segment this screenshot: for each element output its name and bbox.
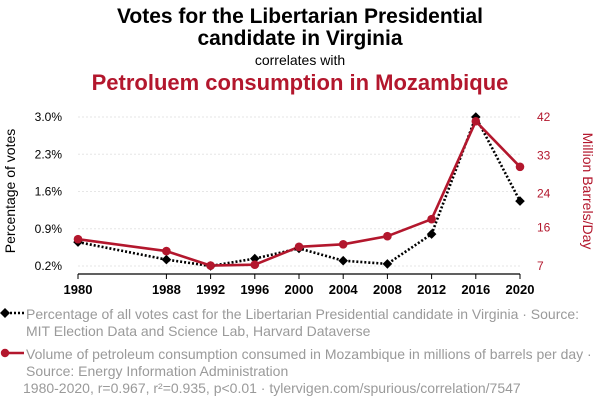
y-left-tick-label: 2.3%	[35, 147, 63, 161]
data-point-petroleum	[383, 231, 392, 241]
data-point-petroleum	[427, 214, 436, 224]
data-point-petroleum	[338, 239, 348, 249]
data-point-petroleum	[73, 234, 83, 244]
y-left-tick-label: 0.2%	[35, 259, 63, 273]
chart-connector-text: correlates with	[255, 52, 345, 68]
x-tick-label: 2020	[506, 282, 535, 297]
data-point-petroleum	[294, 242, 304, 252]
legend-marker-petroleum	[0, 348, 24, 358]
y-right-axis-label: Million Barrels/Day	[580, 133, 596, 250]
x-tick-label: 1980	[64, 282, 93, 297]
data-point-petroleum	[250, 260, 260, 270]
legend-text-petroleum: Volume of petroleum consumption consumed…	[26, 346, 592, 379]
y-left-tick-label: 1.6%	[35, 185, 63, 199]
data-point-petroleum	[471, 116, 481, 126]
chart-footer: 1980-2020, r=0.967, r²=0.935, p<0.01 · t…	[23, 380, 521, 396]
data-point-votes	[338, 255, 348, 266]
y-right-tick-label: 42	[537, 110, 551, 124]
chart-grid	[78, 116, 520, 267]
series-line-petroleum	[77, 120, 521, 267]
x-tick-label: 2008	[373, 282, 402, 297]
chart-series	[73, 112, 525, 271]
x-tick-label: 2000	[285, 282, 314, 297]
chart-title-line-2: candidate in Virginia	[198, 27, 403, 50]
data-point-petroleum	[206, 261, 215, 270]
x-tick-label: 1988	[152, 282, 181, 297]
y-right-tick-label: 7	[537, 259, 544, 273]
y-right-tick-label: 24	[537, 187, 551, 201]
series-line-votes	[77, 115, 522, 268]
data-point-votes	[426, 229, 437, 239]
data-point-votes	[250, 253, 260, 264]
chart-second-title: Petroluem consumption in Mozambique	[92, 70, 509, 95]
x-tick-label: 2004	[329, 282, 359, 297]
chart-title-line-1: Votes for the Libertarian Presidential	[117, 5, 483, 28]
chart-axes: 0.2% 0.9% 1.6% 2.3% 3.0% 7 16 24 33 42 1980 1988 199…	[2, 110, 596, 297]
y-left-tick-label: 3.0%	[35, 110, 63, 124]
x-tick-label: 1996	[240, 282, 269, 297]
x-tick-label: 1992	[196, 282, 225, 297]
chart-titles: Votes for the Libertarian Presidential c…	[92, 5, 509, 95]
y-left-tick-label: 0.9%	[35, 222, 63, 236]
legend-text-votes: Percentage of all votes cast for the Lib…	[26, 306, 580, 339]
data-point-petroleum	[515, 162, 525, 172]
data-point-votes	[382, 259, 393, 269]
x-tick-label: 2012	[417, 282, 446, 297]
x-tick-label: 2016	[461, 282, 490, 297]
data-point-votes	[161, 254, 172, 265]
y-right-tick-label: 33	[537, 148, 551, 162]
y-left-axis-label: Percentage of votes	[2, 129, 18, 254]
data-point-petroleum	[162, 246, 171, 256]
y-right-tick-label: 16	[537, 221, 551, 235]
data-point-votes	[515, 196, 525, 206]
legend-marker-votes	[0, 308, 24, 318]
